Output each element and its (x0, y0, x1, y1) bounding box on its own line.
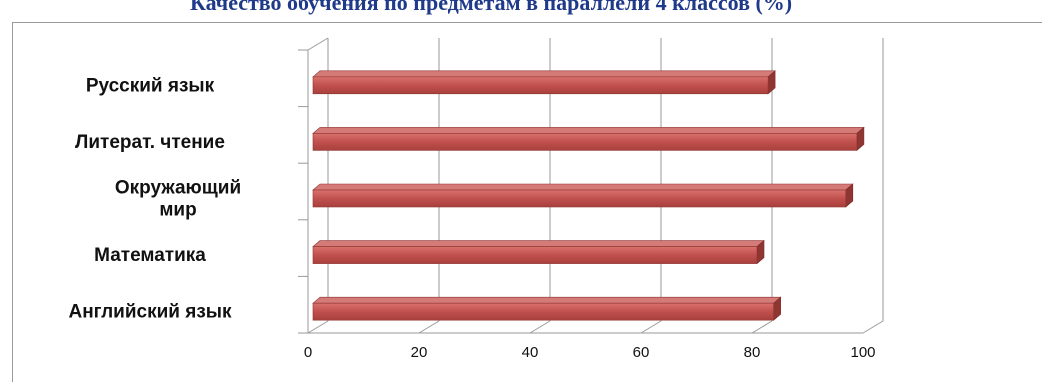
bar (312, 239, 765, 265)
bar-top (312, 183, 854, 191)
chart-title: Качество обучения по предметам в паралле… (190, 0, 793, 15)
bar-top (312, 70, 776, 78)
bar-front (312, 189, 847, 208)
floor-gridline (862, 320, 884, 334)
category-label: Русский язык (86, 75, 215, 96)
floor-gridline (307, 320, 329, 334)
category-label: Английский язык (68, 302, 232, 323)
x-tick-label: 80 (744, 344, 761, 361)
x-tick-label: 0 (304, 344, 312, 361)
x-tick-label: 60 (633, 344, 650, 361)
category-label: Окружающий мир (115, 178, 241, 221)
x-tick-label: 100 (850, 344, 875, 361)
bar (312, 296, 782, 321)
floor-gridline (529, 320, 551, 334)
bar-top (312, 296, 782, 304)
bar-top (312, 127, 865, 134)
chart-frame (12, 22, 1042, 382)
floor-gridline (751, 320, 773, 334)
bar-front (312, 246, 758, 264)
bar (312, 70, 776, 95)
floor-gridline (640, 320, 662, 334)
bar (312, 126, 865, 152)
x-tick-label: 40 (522, 344, 539, 361)
bar (312, 183, 854, 208)
category-label: Литерат. чтение (75, 132, 225, 153)
bar-top (312, 240, 765, 247)
category-label: Математика (94, 245, 206, 266)
bar-chart: 0 20 40 60 80 100 Английский язык Математика Окр… (68, 37, 884, 361)
x-tick-label: 20 (411, 344, 428, 361)
left-wall-top (307, 37, 329, 51)
bar-front (312, 133, 858, 151)
bar-front (312, 76, 769, 95)
floor-gridline (418, 320, 440, 334)
bar-front (312, 302, 774, 321)
